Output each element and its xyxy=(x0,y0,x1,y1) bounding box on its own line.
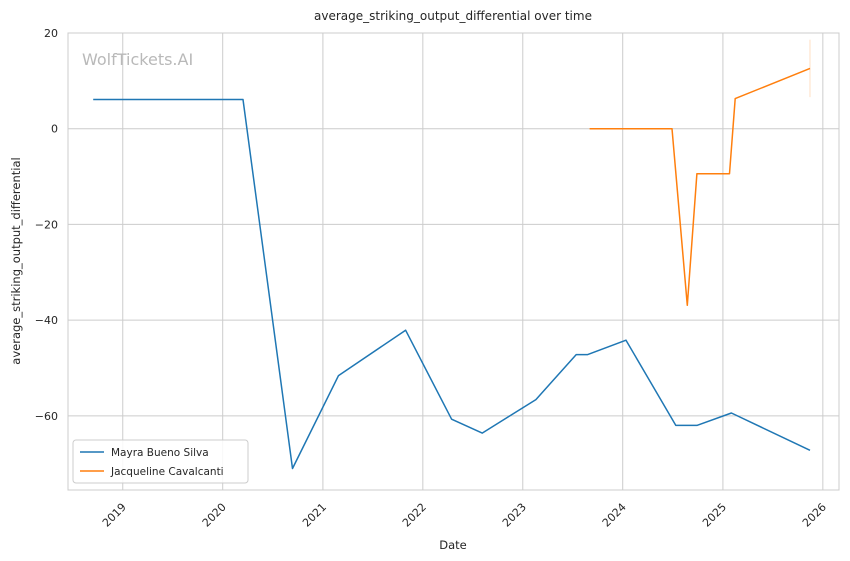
y-tick-labels: 20 0 −20 −40 −60 xyxy=(35,27,58,423)
x-axis-label: Date xyxy=(439,538,467,552)
y-tick-label: −20 xyxy=(35,218,58,231)
series-line-jacqueline-cavalcanti xyxy=(589,67,811,307)
y-axis-label: average_striking_output_differential xyxy=(9,157,23,364)
legend-box xyxy=(72,439,249,484)
y-tick-label: −40 xyxy=(35,314,58,327)
x-tick-label: 2026 xyxy=(800,501,829,530)
grid xyxy=(68,32,839,490)
legend-label-mayra: Mayra Bueno Silva xyxy=(111,447,209,459)
legend: Mayra Bueno Silva Jacqueline Cavalcanti xyxy=(72,439,249,484)
y-tick-label: −60 xyxy=(35,410,58,423)
x-tick-labels: 2019 2020 2021 2022 2023 2024 2025 2026 xyxy=(100,501,829,530)
plot-frame xyxy=(67,32,840,491)
series-lines xyxy=(93,39,811,470)
x-tick-label: 2025 xyxy=(700,501,729,530)
series-line-mayra-bueno-silva xyxy=(93,98,811,470)
y-tick-label: 0 xyxy=(51,123,58,136)
x-tick-label: 2022 xyxy=(400,501,429,530)
x-tick-label: 2023 xyxy=(500,501,529,530)
x-tick-label: 2024 xyxy=(600,501,629,530)
chart-title: average_striking_output_differential ove… xyxy=(314,9,592,23)
watermark: WolfTickets.AI xyxy=(82,50,193,69)
y-tick-label: 20 xyxy=(44,27,58,40)
x-tick-label: 2019 xyxy=(100,501,129,530)
x-tick-label: 2020 xyxy=(200,501,229,530)
x-tick-label: 2021 xyxy=(300,501,329,530)
legend-label-jacqueline: Jacqueline Cavalcanti xyxy=(110,466,224,478)
